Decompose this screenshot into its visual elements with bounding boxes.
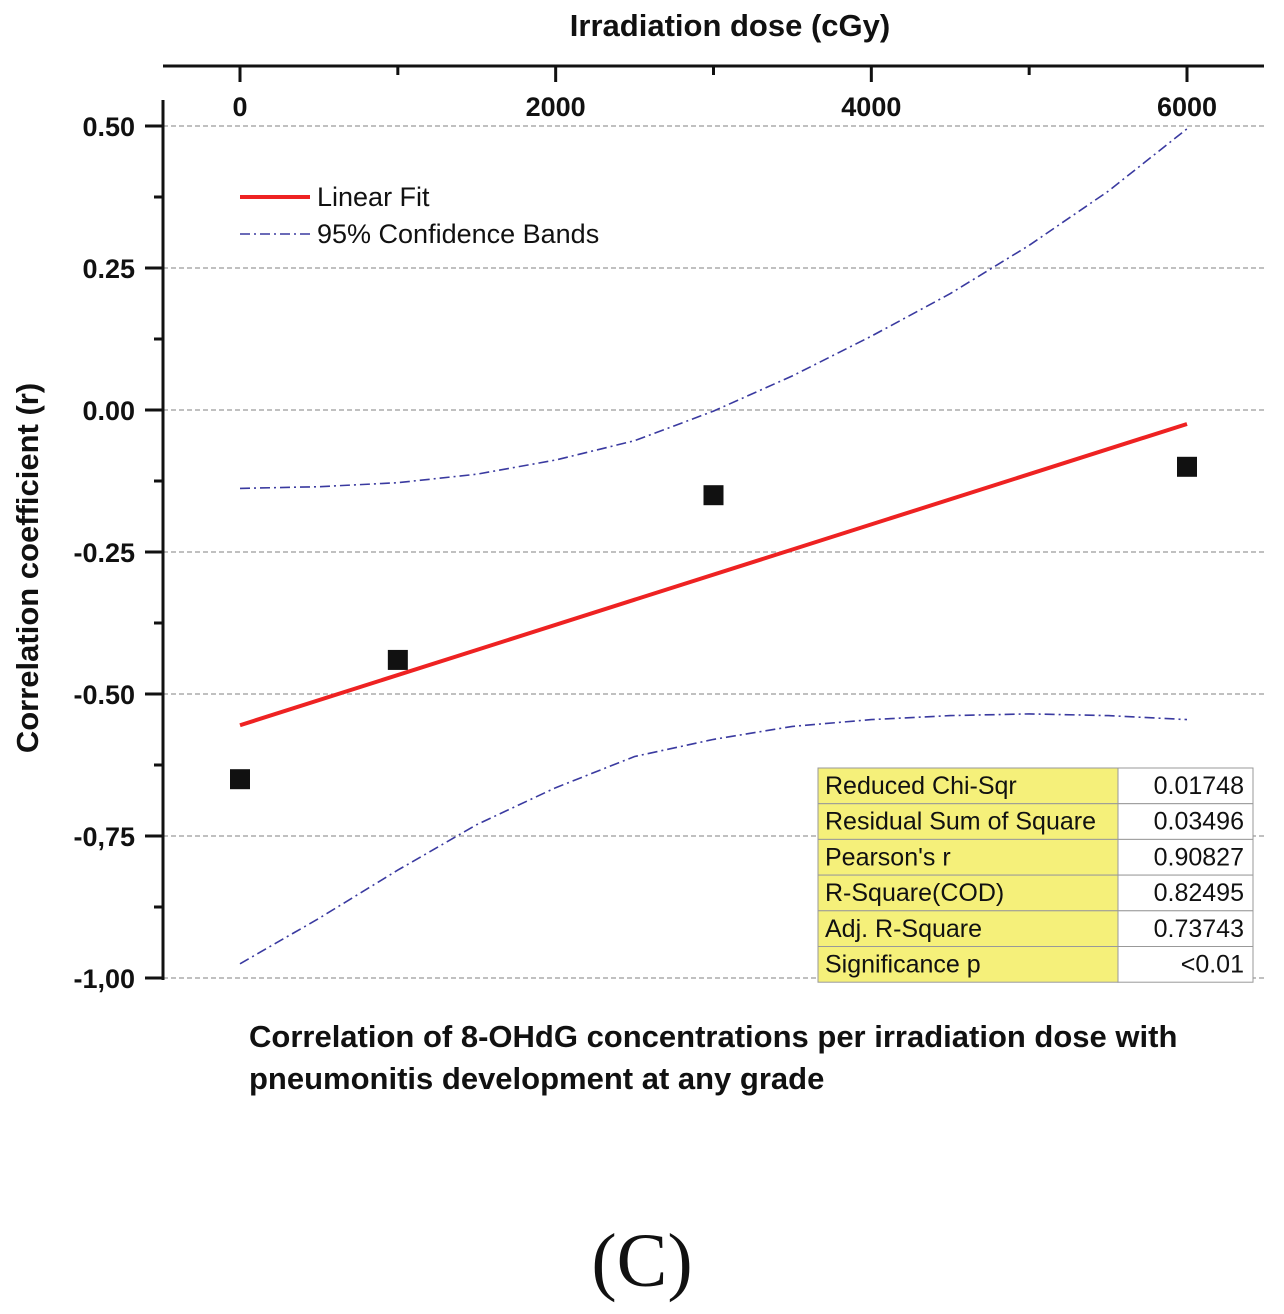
- stats-label: Reduced Chi-Sqr: [825, 772, 1017, 800]
- x-tick-label: 4000: [841, 92, 901, 122]
- stats-value: 0.82495: [1154, 879, 1244, 907]
- y-tick-label: -1,00: [73, 964, 135, 994]
- stats-value-cell: [1117, 803, 1254, 840]
- data-point: [1177, 456, 1197, 477]
- linear-fit-line: [239, 422, 1188, 728]
- stats-table: Reduced Chi-Sqr 0.01748 Residual Sum of Sq…: [817, 767, 1254, 983]
- figure-caption: Correlation of 8-OHdG concentrations per…: [249, 1019, 1178, 1096]
- lower-confidence-band: [239, 713, 1188, 965]
- stats-label-cell: [817, 946, 1119, 983]
- x-tick-label: 6000: [1157, 92, 1217, 122]
- stats-label-cell: [817, 910, 1119, 947]
- legend-band-label: 95% Confidence Bands: [317, 219, 599, 249]
- stats-label: Residual Sum of Square: [825, 808, 1096, 836]
- stats-label-cell: [817, 767, 1119, 805]
- legend: Linear Fit 95% Confidence Bands: [240, 182, 599, 249]
- stats-label-cell: [817, 803, 1119, 840]
- panel-label: (C): [591, 1219, 693, 1303]
- stats-label: Significance p: [825, 951, 981, 979]
- stats-value-cell: [1117, 874, 1254, 912]
- confidence-bands: [239, 128, 1188, 965]
- y-tick-label: 0.25: [82, 254, 135, 284]
- stats-label: Adj. R-Square: [825, 915, 982, 943]
- stats-value: 0.90827: [1154, 843, 1244, 871]
- stats-value-cell: [1117, 946, 1254, 983]
- stats-value-cell: [1117, 838, 1254, 876]
- stats-value-cell: [1117, 910, 1254, 947]
- y-tick-label: -0,75: [73, 822, 135, 852]
- top-axis-title: Irradiation dose (cGy): [570, 8, 890, 43]
- stats-label: R-Square(COD): [825, 879, 1004, 907]
- legend-fit-label: Linear Fit: [317, 182, 430, 212]
- stats-value: <0.01: [1181, 951, 1244, 979]
- stats-value: 0.03496: [1154, 808, 1244, 836]
- x-tick-label: 2000: [526, 92, 586, 122]
- y-axis-title: Correlation coefficient (r): [10, 383, 45, 753]
- y-tick-label: -0.25: [73, 538, 135, 568]
- data-points: [230, 456, 1197, 790]
- x-tick-label: 0: [232, 92, 247, 122]
- linear-fit: [239, 422, 1188, 728]
- y-tick-label: 0.50: [82, 112, 135, 142]
- data-point: [703, 485, 724, 506]
- data-point: [387, 649, 408, 670]
- stats-value-cell: [1117, 767, 1254, 805]
- stats-value: 0.73743: [1154, 915, 1244, 943]
- upper-confidence-band: [239, 128, 1188, 490]
- stats-label-cell: [817, 874, 1119, 912]
- axes: 0.50 0.25 0.00 -0.25 -0.50 -0,75 -1,00 0 2000 400…: [73, 64, 1264, 994]
- data-point: [230, 769, 250, 790]
- stats-value: 0.01748: [1154, 772, 1244, 800]
- y-tick-label: -0.50: [73, 680, 135, 710]
- y-tick-label: 0.00: [82, 396, 135, 426]
- stats-label: Pearson's r: [825, 843, 951, 871]
